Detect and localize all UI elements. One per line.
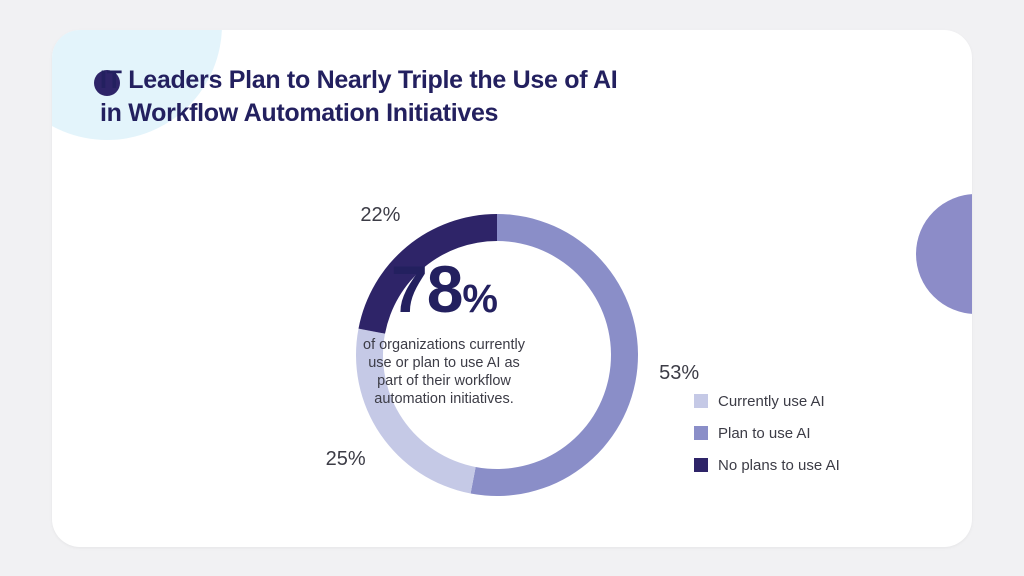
center-description-line-1: of organizations currently — [363, 337, 525, 353]
center-description-line-2: use or plan to use AI as — [368, 355, 520, 371]
center-stat: 78% of organizations currently use or pl… — [354, 256, 534, 408]
legend-label-none: No plans to use AI — [718, 456, 840, 474]
slice-currently-use-ai — [355, 328, 476, 494]
legend-label-plan: Plan to use AI — [718, 424, 811, 442]
chart-title: IT Leaders Plan to Nearly Triple the Use… — [100, 64, 660, 130]
center-description-line-3: part of their workflow — [377, 373, 511, 389]
legend-item-none: No plans to use AI — [694, 449, 840, 481]
slice-plan-to-use-ai — [470, 214, 638, 496]
legend-item-current: Currently use AI — [694, 385, 840, 417]
label-plan-to-use-ai: 53% — [659, 362, 699, 384]
center-description-line-4: automation initiatives. — [374, 391, 514, 407]
label-currently-use-ai: 25% — [326, 448, 366, 470]
legend-swatch-none — [694, 458, 708, 472]
legend-item-plan: Plan to use AI — [694, 417, 840, 449]
slice-no-plans-to-use-ai — [358, 214, 497, 334]
decorative-dot — [94, 70, 120, 96]
chart-legend: Currently use AI Plan to use AI No plans… — [694, 385, 840, 481]
infographic-card — [52, 30, 972, 547]
legend-swatch-plan — [694, 426, 708, 440]
legend-swatch-current — [694, 394, 708, 408]
label-no-plans-to-use-ai: 22% — [360, 204, 400, 226]
chart-title-line-2: in Workflow Automation Initiatives — [100, 99, 499, 127]
center-description: of organizations currently use or plan t… — [354, 336, 534, 408]
center-percentage-sign: % — [462, 277, 498, 321]
center-percentage: 78% — [354, 256, 534, 332]
chart-title-line-1: IT Leaders Plan to Nearly Triple the Use… — [100, 66, 618, 94]
legend-label-current: Currently use AI — [718, 392, 825, 410]
center-percentage-value: 78 — [391, 252, 463, 326]
